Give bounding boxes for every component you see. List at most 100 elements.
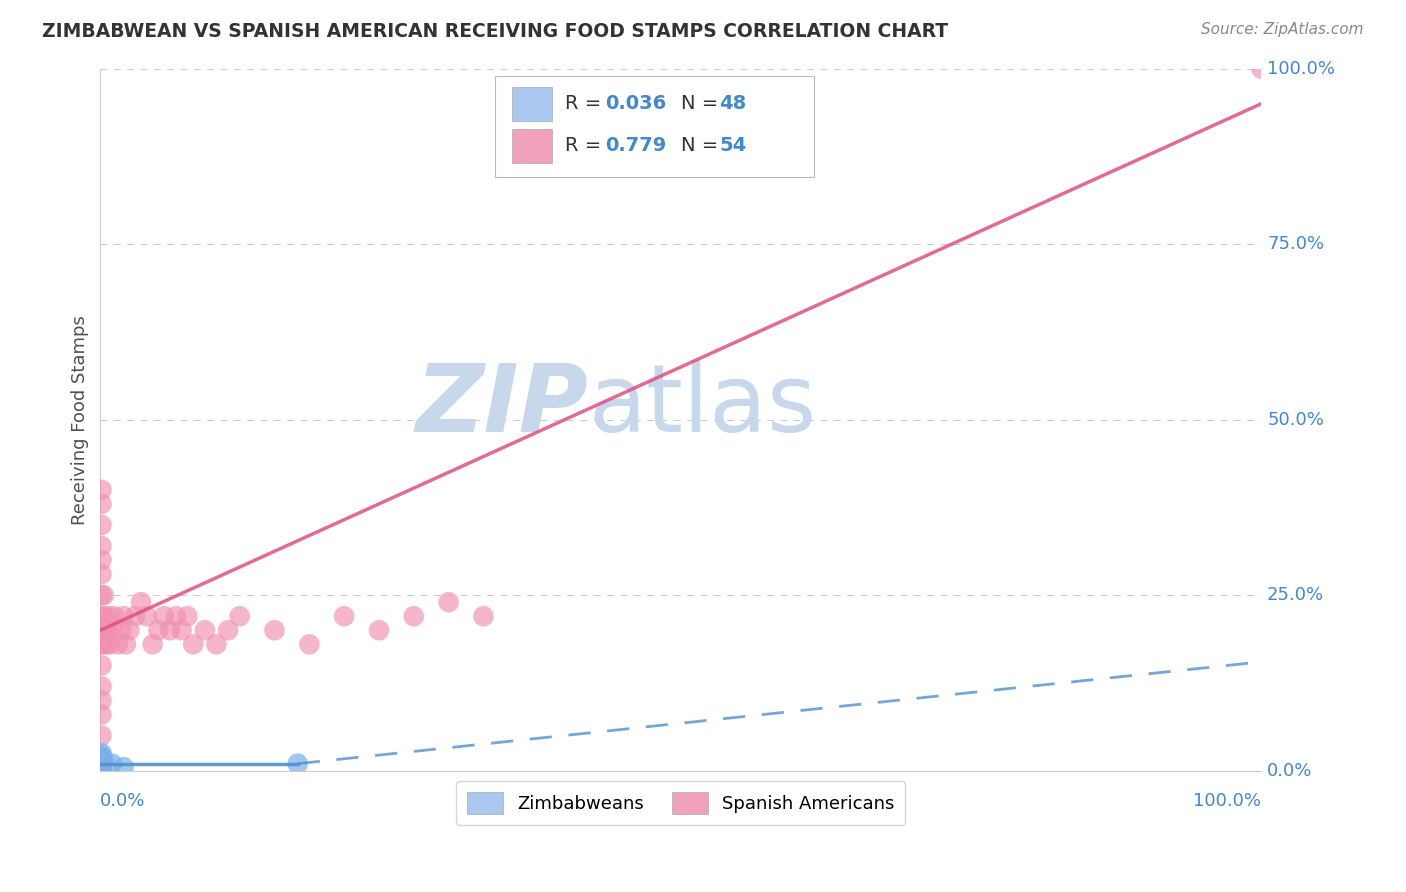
Point bbox=[93, 588, 115, 602]
Point bbox=[90, 760, 112, 774]
Point bbox=[90, 760, 112, 774]
Point bbox=[90, 753, 112, 767]
Point bbox=[90, 637, 112, 651]
Point bbox=[159, 624, 181, 638]
Point bbox=[118, 624, 141, 638]
Point bbox=[90, 658, 112, 673]
Point bbox=[124, 609, 146, 624]
Point bbox=[181, 637, 204, 651]
Point bbox=[90, 753, 112, 767]
Point bbox=[90, 539, 112, 553]
Text: 25.0%: 25.0% bbox=[1267, 586, 1324, 604]
Text: 0.0%: 0.0% bbox=[1267, 762, 1312, 780]
Point bbox=[101, 756, 124, 771]
Point bbox=[170, 624, 193, 638]
Point bbox=[90, 553, 112, 567]
Point bbox=[165, 609, 187, 624]
Point bbox=[90, 760, 112, 774]
Point bbox=[90, 760, 112, 774]
Point bbox=[90, 756, 112, 771]
Point bbox=[176, 609, 198, 624]
Point bbox=[90, 756, 112, 771]
Text: 50.0%: 50.0% bbox=[1267, 410, 1324, 429]
Text: Source: ZipAtlas.com: Source: ZipAtlas.com bbox=[1201, 22, 1364, 37]
Point bbox=[368, 624, 391, 638]
Point bbox=[90, 518, 112, 533]
Point bbox=[90, 609, 112, 624]
Point bbox=[287, 756, 309, 771]
Point bbox=[90, 760, 112, 774]
Text: ZIP: ZIP bbox=[415, 359, 588, 451]
Point bbox=[90, 567, 112, 582]
Text: 0.036: 0.036 bbox=[606, 95, 666, 113]
Point bbox=[90, 760, 112, 774]
Point bbox=[90, 760, 112, 774]
Point bbox=[90, 760, 112, 774]
Point bbox=[101, 624, 124, 638]
Point bbox=[402, 609, 425, 624]
Point bbox=[90, 497, 112, 511]
Point bbox=[1250, 62, 1272, 76]
Point bbox=[112, 760, 135, 774]
Text: R =: R = bbox=[565, 136, 607, 155]
Point bbox=[90, 756, 112, 771]
Point bbox=[90, 760, 112, 774]
Point bbox=[110, 624, 132, 638]
Point bbox=[90, 760, 112, 774]
Point bbox=[90, 760, 112, 774]
Point bbox=[129, 595, 152, 609]
Text: 75.0%: 75.0% bbox=[1267, 235, 1324, 253]
Point bbox=[90, 749, 112, 764]
Point bbox=[90, 756, 112, 771]
Point bbox=[90, 756, 112, 771]
Point bbox=[90, 749, 112, 764]
Text: 54: 54 bbox=[718, 136, 747, 155]
Point bbox=[135, 609, 157, 624]
Legend: Zimbabweans, Spanish Americans: Zimbabweans, Spanish Americans bbox=[457, 781, 905, 825]
Point bbox=[194, 624, 217, 638]
Point bbox=[298, 637, 321, 651]
Point bbox=[107, 637, 129, 651]
Point bbox=[90, 707, 112, 722]
Point bbox=[205, 637, 228, 651]
Text: atlas: atlas bbox=[588, 359, 817, 451]
Text: ZIMBABWEAN VS SPANISH AMERICAN RECEIVING FOOD STAMPS CORRELATION CHART: ZIMBABWEAN VS SPANISH AMERICAN RECEIVING… bbox=[42, 22, 948, 41]
Point bbox=[90, 693, 112, 707]
Point bbox=[90, 753, 112, 767]
Point bbox=[148, 624, 170, 638]
Point bbox=[90, 680, 112, 694]
Point bbox=[228, 609, 250, 624]
Point bbox=[90, 483, 112, 497]
Point bbox=[472, 609, 495, 624]
Point bbox=[90, 760, 112, 774]
Text: 48: 48 bbox=[718, 95, 747, 113]
Point bbox=[90, 760, 112, 774]
Point bbox=[103, 609, 125, 624]
Point bbox=[93, 609, 115, 624]
Point bbox=[90, 760, 112, 774]
FancyBboxPatch shape bbox=[513, 87, 553, 121]
FancyBboxPatch shape bbox=[513, 128, 553, 163]
Point bbox=[90, 756, 112, 771]
Point bbox=[91, 756, 114, 771]
Point bbox=[437, 595, 460, 609]
FancyBboxPatch shape bbox=[495, 76, 814, 178]
Point bbox=[90, 760, 112, 774]
Point bbox=[90, 624, 112, 638]
Point bbox=[263, 624, 285, 638]
Text: 0.0%: 0.0% bbox=[100, 792, 146, 810]
Point bbox=[90, 760, 112, 774]
Y-axis label: Receiving Food Stamps: Receiving Food Stamps bbox=[72, 315, 89, 524]
Point bbox=[90, 760, 112, 774]
Point bbox=[115, 637, 138, 651]
Point bbox=[93, 753, 115, 767]
Point bbox=[96, 624, 118, 638]
Text: R =: R = bbox=[565, 95, 607, 113]
Point bbox=[94, 624, 117, 638]
Point bbox=[91, 637, 114, 651]
Point bbox=[153, 609, 176, 624]
Text: 100.0%: 100.0% bbox=[1194, 792, 1261, 810]
Point bbox=[90, 760, 112, 774]
Point bbox=[90, 760, 112, 774]
Text: N =: N = bbox=[681, 136, 724, 155]
